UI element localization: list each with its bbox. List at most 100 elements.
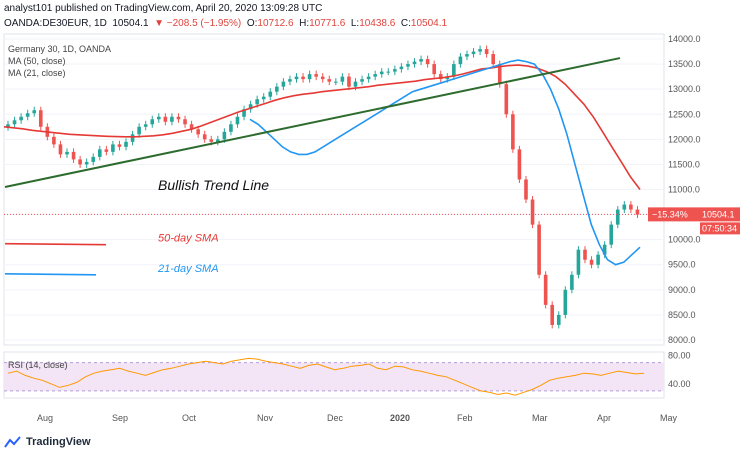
y-tick-label: 8500.0 <box>668 310 696 320</box>
candle-body <box>52 136 56 145</box>
ma50-line <box>3 64 641 190</box>
candle-body <box>373 74 377 77</box>
x-tick-label: Feb <box>457 413 473 423</box>
candle-body <box>602 244 607 255</box>
candle-body <box>97 149 102 157</box>
candle-body <box>478 49 482 52</box>
time-badge <box>700 222 740 235</box>
rsi-tick-label: 80.00 <box>668 351 691 361</box>
ohlc-readout: OANDA:DE30EUR, 1D 10504.1 ▼ −208.5 (−1.9… <box>4 18 448 29</box>
candle-body <box>530 199 535 225</box>
x-tick-label: Mar <box>532 413 548 423</box>
ma21-legend-line <box>4 272 97 276</box>
x-tick-label: Sep <box>112 413 128 423</box>
candle-body <box>471 51 476 55</box>
candle-body <box>248 104 253 110</box>
candle-body <box>137 126 141 135</box>
candle-body <box>117 144 122 147</box>
y-tick-label: 10000.0 <box>668 235 701 245</box>
candle-body <box>635 209 640 215</box>
y-tick-label: 13500.0 <box>668 59 701 69</box>
candle-body <box>570 274 574 290</box>
candle-body <box>202 134 207 140</box>
candle-body <box>327 79 332 82</box>
candle-body <box>268 91 273 97</box>
candle-body <box>491 54 495 65</box>
brand-label: TradingView <box>26 436 91 448</box>
candle-body <box>438 74 443 80</box>
x-tick-label: Oct <box>182 413 197 423</box>
candle-body <box>65 151 69 155</box>
x-tick-label: Dec <box>327 413 344 423</box>
candle-body <box>320 76 325 80</box>
pct-badge <box>648 207 700 222</box>
candle-body <box>163 116 168 122</box>
candle-body <box>366 76 371 80</box>
legend-ma50: MA (50, close) <box>8 56 66 66</box>
last-price: 10504.1 <box>112 18 149 29</box>
candle-body <box>19 116 23 121</box>
rsi-band <box>4 362 664 391</box>
candle-body <box>196 129 200 135</box>
price-chart[interactable]: 8000.08500.09000.09500.010000.010500.011… <box>0 30 740 435</box>
candle-body <box>229 124 233 132</box>
candle-body <box>353 81 358 87</box>
x-tick-label: Nov <box>257 413 274 423</box>
y-tick-label: 11500.0 <box>668 159 700 169</box>
candle-body <box>445 76 450 80</box>
candle-body <box>517 149 522 180</box>
candle-body <box>58 144 63 155</box>
candle-body <box>340 76 345 82</box>
candle-body <box>235 116 240 125</box>
candle-body <box>563 289 568 315</box>
candle-body <box>255 99 259 105</box>
pct-badge-text: −15.34% <box>652 209 688 219</box>
candle-body <box>386 71 391 73</box>
candle-body <box>6 124 10 128</box>
candle-body <box>419 59 423 62</box>
candle-body <box>484 49 489 55</box>
y-tick-label: 8000.0 <box>668 335 696 345</box>
candle-body <box>511 114 515 150</box>
publish-info: analyst101 published on TradingView.com,… <box>4 3 323 14</box>
candle-body <box>170 116 174 122</box>
y-tick-label: 13000.0 <box>668 84 701 94</box>
candle-body <box>222 131 227 140</box>
candle-body <box>314 74 318 77</box>
y-tick-label: 11000.0 <box>668 185 700 195</box>
rsi-line <box>7 357 645 396</box>
candle-body <box>425 59 430 65</box>
sma50-label: 50-day SMA <box>158 233 219 245</box>
rsi-tick-label: 40.00 <box>668 379 691 389</box>
candle-body <box>209 139 214 142</box>
tradingview-icon <box>4 436 21 448</box>
candle-body <box>78 159 82 165</box>
bullish-trend-line <box>4 57 621 188</box>
candle-body <box>32 110 37 114</box>
change-value: ▼ −208.5 (−1.95%) <box>154 18 242 29</box>
candle-body <box>360 79 364 82</box>
candle-body <box>104 149 109 152</box>
candle-body <box>261 96 266 100</box>
candle-body <box>406 64 410 67</box>
candle-body <box>143 124 148 127</box>
candle-body <box>596 254 600 265</box>
candle-body <box>465 54 469 57</box>
y-tick-label: 9500.0 <box>668 260 696 270</box>
ma21-line <box>249 59 641 266</box>
candle-body <box>189 124 194 130</box>
candle-body <box>583 249 587 260</box>
tradingview-logo[interactable]: TradingView <box>4 436 91 448</box>
price-badge <box>700 207 740 222</box>
candle-body <box>615 209 620 225</box>
candle-body <box>609 224 614 245</box>
candle-body <box>71 151 76 160</box>
candle-body <box>84 161 89 165</box>
time-badge-text: 07:50:34 <box>702 223 737 233</box>
legend-rsi: RSI (14, close) <box>8 360 68 370</box>
y-tick-label: 9000.0 <box>668 285 696 295</box>
candle-body <box>347 76 351 87</box>
candle-body <box>130 134 135 142</box>
candle-body <box>379 71 384 75</box>
candle-body <box>393 69 397 72</box>
